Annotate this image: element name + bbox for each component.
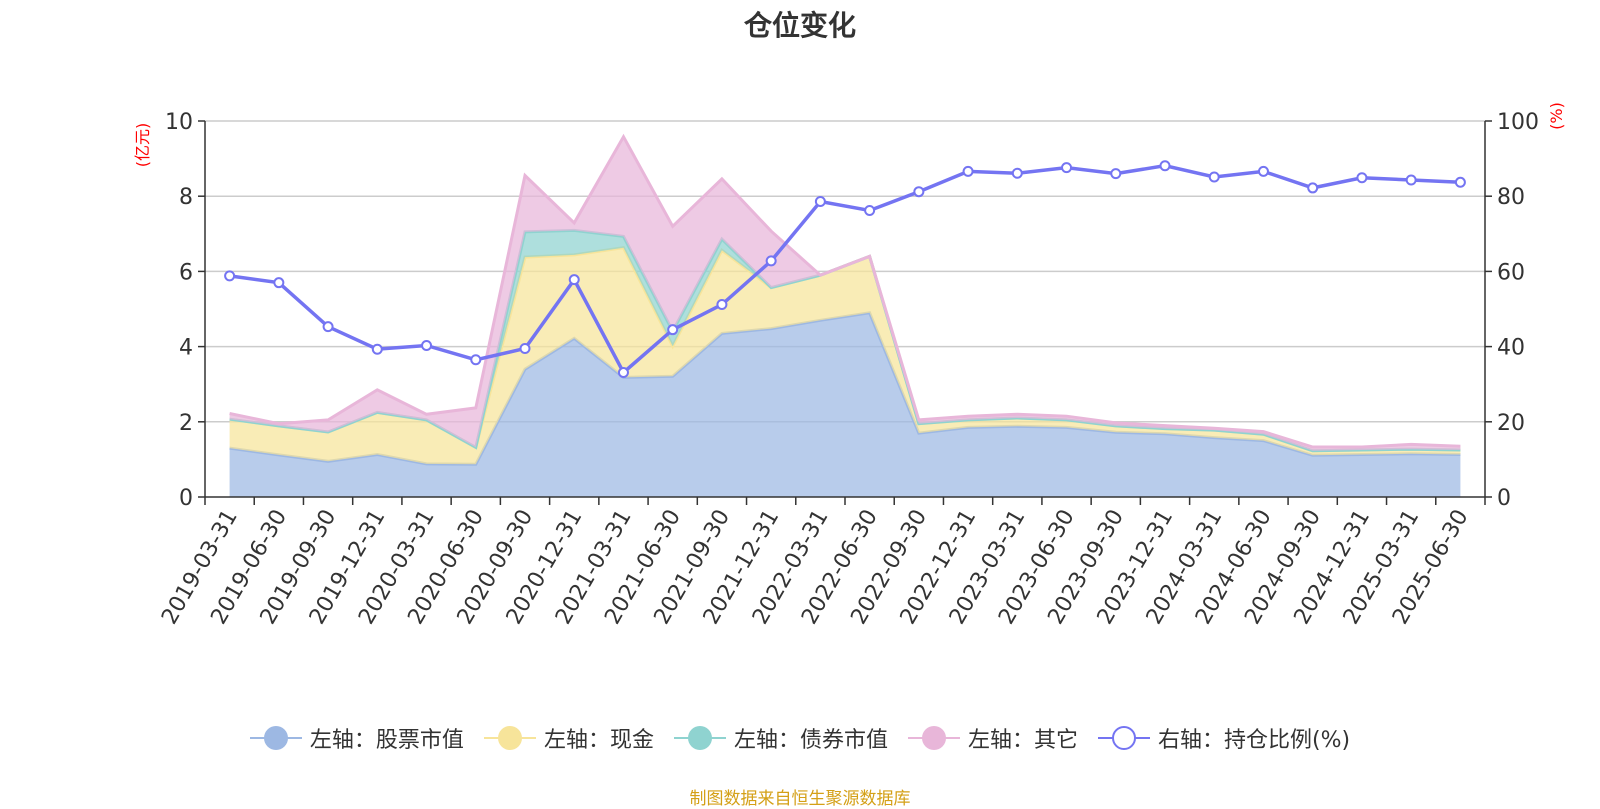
legend-label: 右轴：持仓比例(%) <box>1157 728 1351 753</box>
legend-swatch <box>1097 726 1150 750</box>
legend-item[interactable]: 左轴：股票市值 <box>249 722 464 754</box>
ratio-point <box>371 343 383 355</box>
left-tick-label: 8 <box>179 185 193 210</box>
legend-marker-icon <box>497 726 522 750</box>
ratio-point <box>273 277 285 289</box>
area-左轴：股票市值 <box>229 312 1461 497</box>
right-tick-label: 40 <box>1497 336 1525 361</box>
ratio-point <box>1110 168 1122 180</box>
left-tick-label: 10 <box>165 110 193 135</box>
ratio-point <box>322 321 334 333</box>
ratio-point <box>1454 176 1466 188</box>
left-tick-label: 6 <box>179 260 193 285</box>
ratio-line-path <box>229 163 1461 376</box>
legend-marker-icon <box>687 726 712 750</box>
ratio-point <box>716 298 728 310</box>
legend-item[interactable]: 左轴：现金 <box>483 722 654 754</box>
ratio-point <box>568 274 580 286</box>
ratio-point <box>1356 172 1368 184</box>
left-axis-unit: (亿元) <box>133 123 152 168</box>
chart-title: 仓位变化 <box>743 9 856 42</box>
ratio-point <box>913 186 925 198</box>
right-tick-label: 60 <box>1497 260 1525 285</box>
ratio-point <box>421 339 433 351</box>
ratio-point <box>1159 160 1171 172</box>
area-左轴：其它 <box>229 136 1461 451</box>
legend-label: 左轴：现金 <box>543 728 654 753</box>
area-edge <box>229 133 1461 449</box>
left-tick-label: 4 <box>179 336 193 361</box>
legend-swatch <box>249 726 302 750</box>
legend-item[interactable]: 右轴：持仓比例(%) <box>1097 722 1351 754</box>
legend-swatch <box>907 726 960 750</box>
ratio-point <box>765 255 777 267</box>
legend-item[interactable]: 左轴：其它 <box>907 722 1078 754</box>
ratio-point <box>1011 167 1023 179</box>
ratio-point <box>864 204 876 216</box>
legend-swatch <box>483 726 536 750</box>
legend-label: 左轴：股票市值 <box>309 728 464 753</box>
ratio-point <box>1307 182 1319 194</box>
legend-label: 左轴：债券市值 <box>733 728 888 753</box>
ratio-point <box>1208 171 1220 183</box>
legend-label: 左轴：其它 <box>967 728 1078 753</box>
left-tick-label: 2 <box>179 411 193 436</box>
ratio-point <box>1061 162 1073 174</box>
ratio-point <box>962 165 974 177</box>
ratio-point <box>617 367 629 379</box>
ratio-point <box>1405 174 1417 186</box>
ratio-point <box>667 324 679 336</box>
right-axis-unit: (%) <box>1547 102 1566 130</box>
right-tick-label: 20 <box>1497 411 1525 436</box>
legend-swatch <box>673 726 726 750</box>
right-tick-label: 80 <box>1497 185 1525 210</box>
legend-marker-icon <box>921 726 946 750</box>
ratio-point <box>814 195 826 207</box>
ratio-point <box>1257 165 1269 177</box>
legend-marker-icon <box>1111 726 1136 750</box>
right-tick-label: 100 <box>1497 110 1539 135</box>
ratio-point <box>224 270 236 282</box>
stacked-areas <box>229 133 1461 497</box>
right-tick-label: 0 <box>1497 486 1511 511</box>
legend-marker-icon <box>263 726 288 750</box>
ratio-point <box>470 354 482 366</box>
ratio-line <box>224 160 1466 379</box>
ratio-point <box>519 342 531 354</box>
data-source-note: 制图数据来自恒生聚源数据库 <box>689 789 911 809</box>
left-tick-label: 0 <box>179 486 193 511</box>
legend-item[interactable]: 左轴：债券市值 <box>673 722 888 754</box>
legend: 左轴：股票市值 左轴：现金 左轴：债券市值 左轴：其它 右轴：持仓比例(%) <box>0 722 1600 754</box>
area-左轴：现金 <box>229 247 1461 465</box>
